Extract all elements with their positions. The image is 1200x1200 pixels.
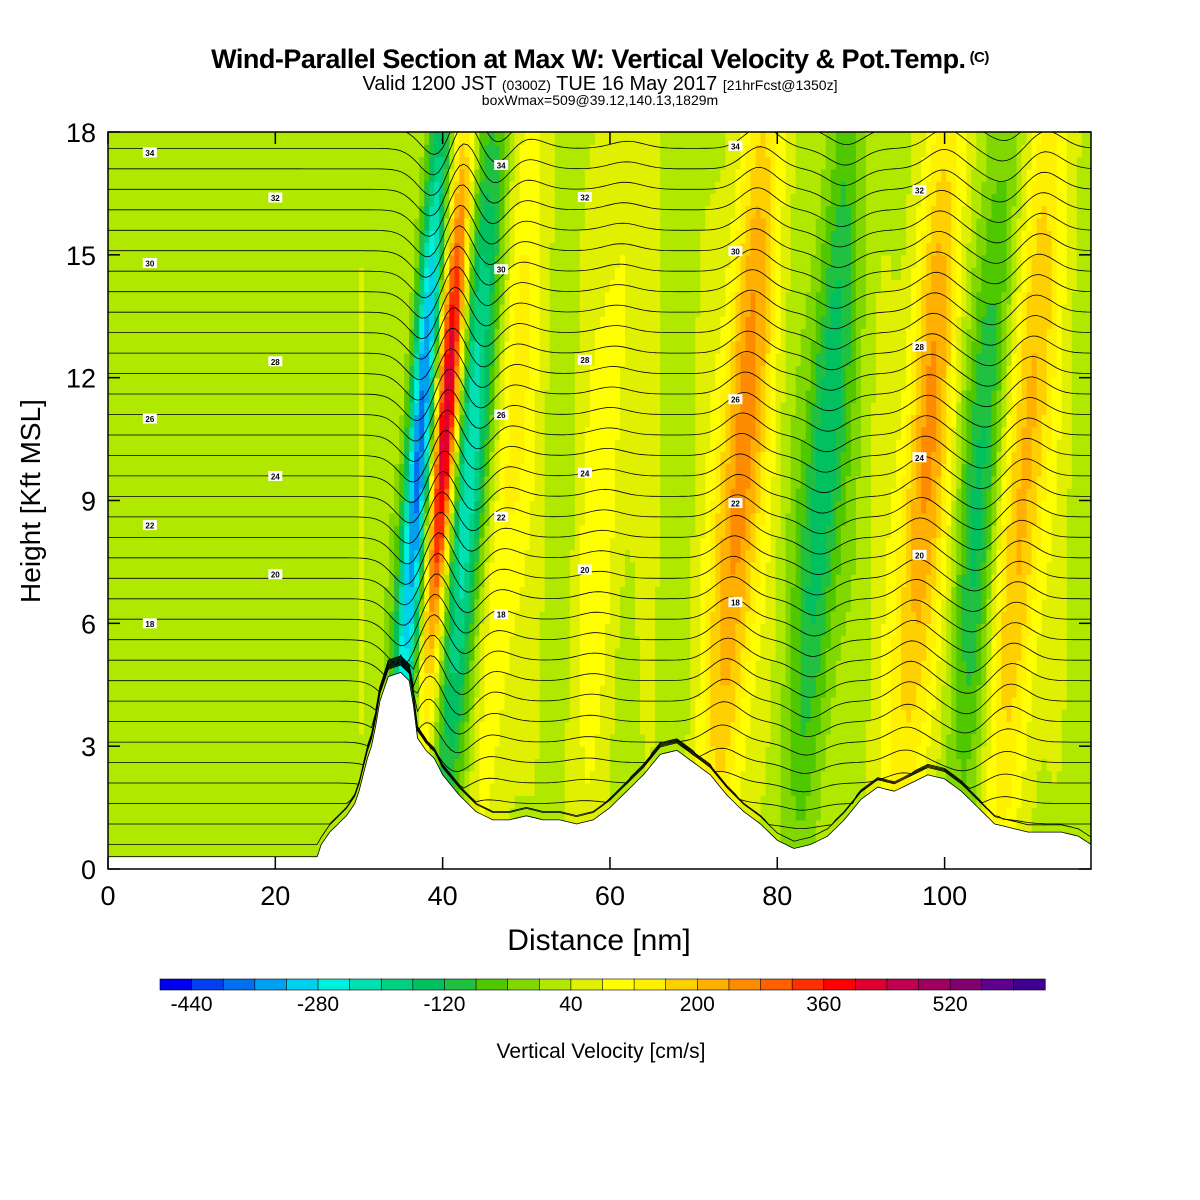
colorbar-tick-label: -120 — [423, 993, 465, 1016]
theta-contour-label: 18 — [494, 609, 509, 620]
colorbar-swatch — [475, 978, 509, 991]
colorbar-swatch — [159, 978, 193, 991]
theta-contour-label: 34 — [728, 140, 743, 151]
colorbar-swatch — [412, 978, 446, 991]
colorbar-swatch — [538, 978, 572, 991]
colorbar-swatch — [981, 978, 1014, 991]
theta-contour-label: 20 — [268, 569, 283, 580]
boxwmax-label: boxWmax=509@39.12,140.13,1829m — [481, 92, 719, 108]
x-tick-label: 20 — [260, 881, 290, 911]
chart-title: Wind-Parallel Section at Max W: Vertical… — [0, 44, 1200, 75]
theta-contour-label: 28 — [577, 354, 592, 365]
y-axis: 0 3 6 9 12 15 18 — [66, 118, 1091, 885]
theta-contour-label: 32 — [912, 184, 927, 195]
colorbar-swatch — [760, 978, 793, 991]
colorbar-swatch — [791, 978, 825, 991]
valid-prefix: Valid 1200 JST — [362, 73, 497, 95]
y-tick-label: 0 — [81, 855, 96, 885]
theta-contour-label: 18 — [142, 618, 157, 629]
y-axis-label: Height [Kft MSL] — [15, 399, 46, 603]
colorbar-swatch — [254, 978, 288, 991]
colorbar-tick-label: -440 — [171, 993, 213, 1016]
theta-contour-label: 30 — [728, 246, 743, 257]
x-tick-label: 80 — [762, 881, 792, 911]
colorbar-tick-label: 360 — [806, 993, 841, 1016]
zulu-time: (0300Z) — [501, 77, 551, 93]
colorbar-swatch — [697, 978, 730, 991]
theta-contour-label: 22 — [494, 511, 509, 522]
colorbar: -440 -280 -120 40 200 360 520 — [159, 978, 1046, 1016]
valid-time-line: Valid 1200 JST (0300Z) TUE 16 May 2017 [… — [0, 73, 1200, 96]
theta-contour-label: 20 — [912, 549, 927, 560]
theta-contour-label: 34 — [142, 147, 157, 158]
theta-contour-label: 24 — [268, 470, 283, 481]
copyright-mark: (C) — [969, 49, 990, 66]
theta-contour-label: 24 — [912, 452, 927, 463]
colorbar-tick-label: -280 — [297, 993, 339, 1016]
theta-contour-label: 28 — [912, 341, 927, 352]
theta-contour-label: 22 — [728, 498, 743, 509]
x-tick-label: 60 — [595, 881, 625, 911]
theta-contour-label: 26 — [142, 413, 157, 424]
theta-contour-label: 28 — [268, 356, 283, 367]
theta-contour-label: 32 — [268, 192, 283, 203]
y-tick-label: 12 — [66, 364, 96, 394]
theta-contour-label: 30 — [494, 264, 509, 275]
theta-contour-label: 26 — [494, 409, 509, 420]
valid-date: TUE 16 May 2017 — [556, 73, 718, 95]
colorbar-swatch — [380, 978, 414, 991]
colorbar-swatch — [444, 978, 477, 991]
colorbar-swatch — [1013, 978, 1046, 991]
y-tick-label: 6 — [81, 609, 96, 639]
y-tick-label: 3 — [81, 732, 96, 762]
y-tick-label: 9 — [81, 487, 96, 517]
colorbar-swatch — [918, 978, 951, 991]
y-tick-label: 15 — [66, 241, 96, 271]
colorbar-swatch — [191, 978, 224, 991]
colorbar-swatch — [602, 978, 635, 991]
colorbar-tick-label: 520 — [933, 993, 968, 1016]
colorbar-swatch — [949, 978, 983, 991]
theta-contour-label: 26 — [728, 394, 743, 405]
x-tick-label: 100 — [922, 881, 967, 911]
terrain — [107, 672, 1092, 870]
x-tick-label: 0 — [100, 881, 115, 911]
colorbar-swatch — [507, 978, 540, 991]
colorbar-swatch — [855, 978, 888, 991]
colorbar-swatch — [823, 978, 856, 991]
colorbar-swatch — [317, 978, 351, 991]
theta-contour-label: 30 — [142, 258, 157, 269]
title-text: Wind-Parallel Section at Max W: Vertical… — [211, 44, 966, 74]
colorbar-tick-label: 200 — [680, 993, 715, 1016]
theta-contour-label: 32 — [577, 192, 592, 203]
forecast-label: [21hrFcst@1350z] — [722, 77, 838, 93]
colorbar-swatch — [633, 978, 667, 991]
x-axis: 0 20 40 60 80 100 — [100, 132, 967, 911]
theta-contour-label: 18 — [728, 597, 743, 608]
colorbar-label: Vertical Velocity [cm/s] — [497, 1040, 706, 1063]
colorbar-tick-label: 40 — [559, 993, 582, 1016]
theta-contours: 18 18 18 20 20 20 22 22 22 24 24 24 26 26 26 28 28 28 30 30… — [108, 132, 1091, 845]
colorbar-swatch — [349, 978, 382, 991]
colorbar-swatch — [886, 978, 920, 991]
colorbar-swatch — [665, 978, 698, 991]
theta-contour-label: 20 — [577, 564, 592, 575]
colorbar-swatch — [286, 978, 319, 991]
x-tick-label: 40 — [428, 881, 458, 911]
colorbar-swatch — [570, 978, 604, 991]
y-tick-label: 18 — [66, 118, 96, 148]
x-axis-label: Distance [nm] — [507, 924, 690, 957]
theta-contour-label: 34 — [494, 159, 509, 170]
theta-contour-label: 24 — [577, 467, 592, 478]
colorbar-swatch — [728, 978, 762, 991]
colorbar-swatch — [222, 978, 256, 991]
theta-contour-label: 22 — [142, 520, 157, 531]
